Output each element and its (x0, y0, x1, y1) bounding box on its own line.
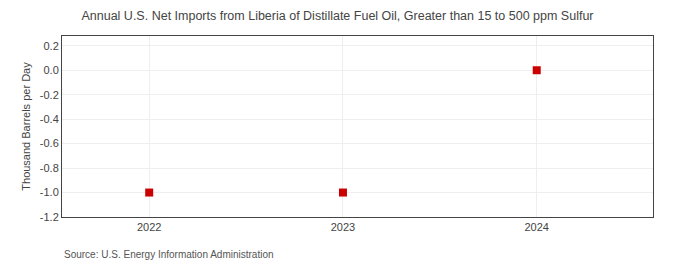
svg-text:Source: U.S. Energy Informatio: Source: U.S. Energy Information Administ… (64, 249, 274, 260)
svg-text:2024: 2024 (524, 221, 548, 233)
svg-text:-1.0: -1.0 (40, 186, 59, 198)
svg-text:-0.2: -0.2 (40, 89, 59, 101)
svg-text:-0.8: -0.8 (40, 162, 59, 174)
svg-text:2022: 2022 (137, 221, 161, 233)
svg-text:0.0: 0.0 (44, 64, 59, 76)
svg-text:-0.4: -0.4 (40, 113, 59, 125)
svg-text:-1.2: -1.2 (40, 211, 59, 223)
svg-text:Annual U.S. Net Imports from L: Annual U.S. Net Imports from Liberia of … (81, 9, 593, 23)
svg-text:0.2: 0.2 (44, 40, 59, 52)
svg-text:-0.6: -0.6 (40, 137, 59, 149)
svg-text:2023: 2023 (331, 221, 355, 233)
svg-text:Thousand Barrels per Day: Thousand Barrels per Day (20, 62, 32, 191)
